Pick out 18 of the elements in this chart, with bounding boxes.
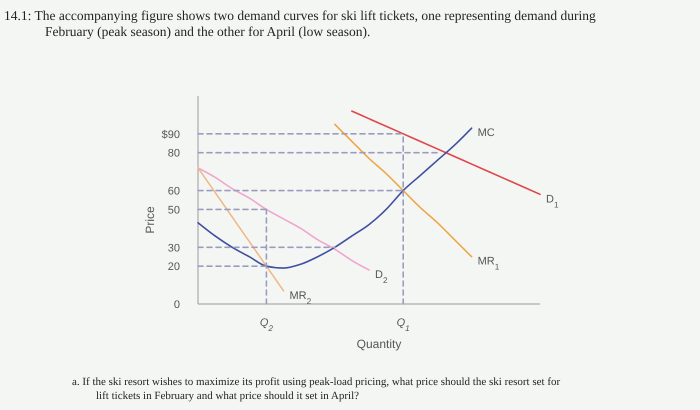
y-tick-label: $90 [162, 128, 180, 141]
text: a. If the ski resort wishes to maximize its profit using peak-load pricing, what price should the ski resort set for lift tickets in February and what price should it set in April? [72, 376, 560, 402]
y-tick-label: 0 [174, 299, 180, 311]
series-label: MR$_{1}$ [478, 256, 500, 272]
y-tick-label: 60 [168, 186, 180, 198]
y-tick-label: 30 [168, 242, 180, 254]
y-tick-label: 80 [168, 148, 180, 160]
chart-title: 14.1: The accompanying figure shows two demand curves for ski lift tickets, one representing demand during February (peak season) and the other for April (low season). [4, 8, 596, 39]
y-axis-title: Price [143, 206, 157, 234]
series-label: D$_{2}$ [375, 268, 388, 284]
series-label: MC [478, 127, 495, 140]
y-tick-label: 50 [168, 204, 180, 216]
x-tick-label: Q$_{2}$ [260, 317, 274, 332]
series-label: D$_{1}$ [546, 193, 559, 209]
series-label: MR$_{2}$ [290, 290, 312, 306]
x-tick-label: Q$_{1}$ [396, 317, 410, 332]
y-tick-label: 20 [168, 261, 180, 274]
x-axis-title: Quantity [356, 337, 402, 351]
